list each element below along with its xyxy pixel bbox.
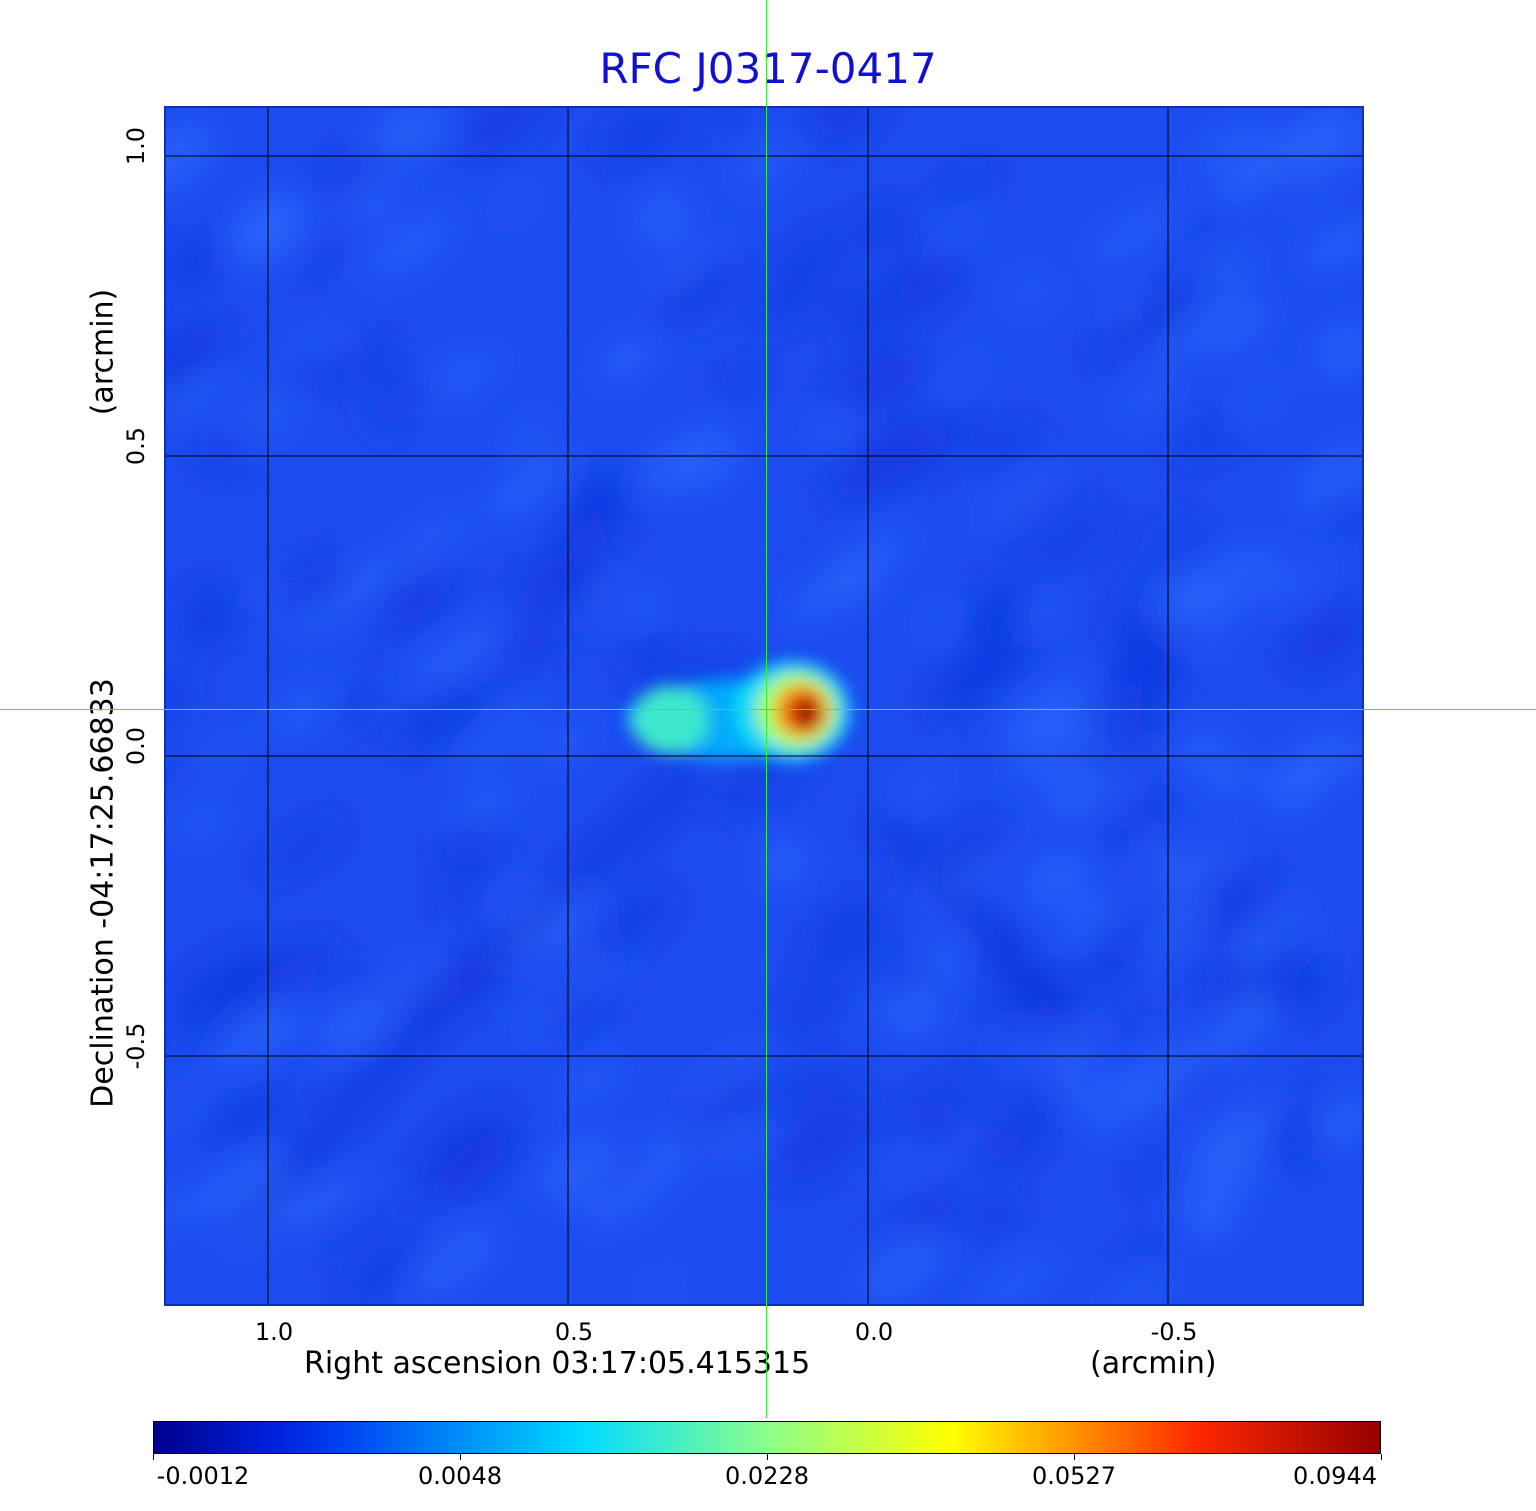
- image-plot-area: [164, 106, 1364, 1306]
- x-axis-unit: (arcmin): [1090, 1346, 1217, 1381]
- colorbar-tick-label: 0.0228: [725, 1462, 809, 1490]
- y-tick-label: 1.0: [122, 126, 150, 166]
- image-canvas: [166, 108, 1362, 1304]
- colorbar-tick: [767, 1454, 768, 1460]
- crosshair-vertical: [766, 0, 767, 1418]
- x-tick-label: 1.0: [254, 1318, 294, 1346]
- x-tick-label: 0.0: [854, 1318, 894, 1346]
- colorbar-tick: [1074, 1454, 1075, 1460]
- y-axis-unit: (arcmin): [85, 288, 121, 416]
- colorbar-tick: [460, 1454, 461, 1460]
- y-tick-label: -0.5: [122, 1022, 150, 1070]
- radio-source: [626, 661, 850, 761]
- colorbar-tick: [153, 1454, 154, 1460]
- crosshair-horizontal: [0, 709, 1536, 710]
- colorbar-tick-label: 0.0527: [1032, 1462, 1116, 1490]
- chart-title: RFC J0317-0417: [599, 44, 937, 93]
- y-tick-label: 0.0: [122, 726, 150, 766]
- colorbar-tick: [1381, 1454, 1382, 1460]
- colorbar-tick-label: 0.0048: [418, 1462, 502, 1490]
- colorbar-tick-label: 0.0944: [1293, 1462, 1377, 1490]
- x-axis-label: Right ascension 03:17:05.415315: [304, 1346, 811, 1381]
- x-tick-label: -0.5: [1150, 1318, 1198, 1346]
- y-tick-label: 0.5: [122, 426, 150, 466]
- x-tick-label: 0.5: [554, 1318, 594, 1346]
- y-axis-label: Declination -04:17:25.66833: [85, 678, 121, 1108]
- noise-texture: [166, 108, 1362, 1304]
- colorbar: [153, 1421, 1381, 1454]
- colorbar-tick-label: -0.0012: [156, 1462, 250, 1490]
